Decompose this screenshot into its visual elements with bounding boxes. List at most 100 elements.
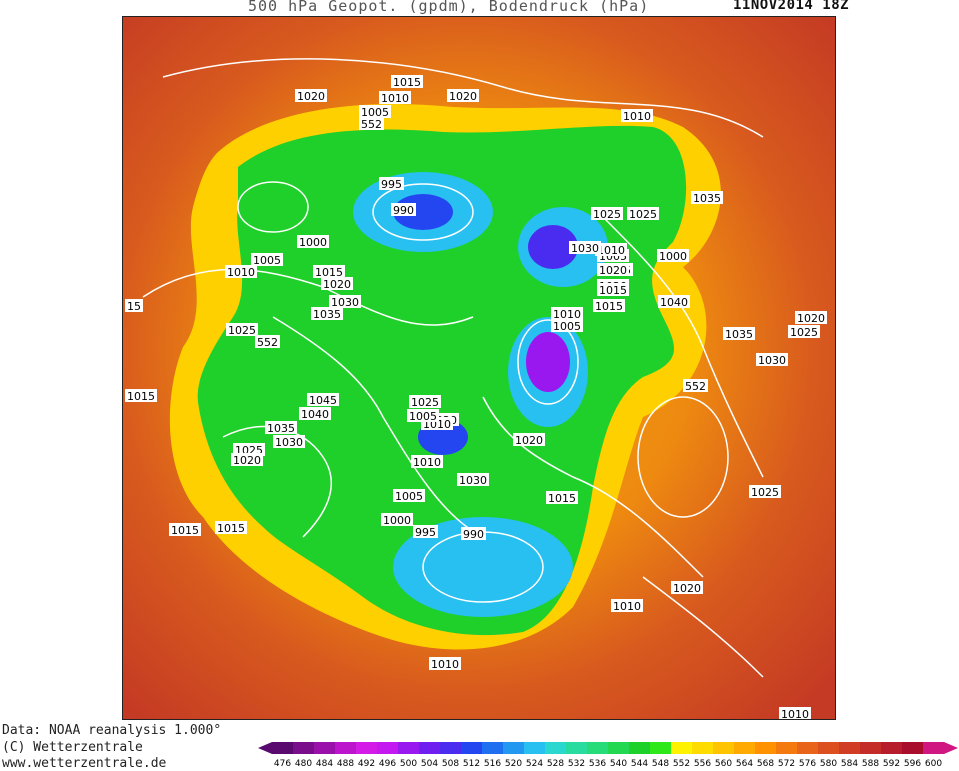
isobar-label-bg	[569, 241, 601, 254]
isobar-label: 1030	[571, 242, 599, 255]
isobar-label: 1025	[228, 324, 256, 337]
isobar-label: 1020	[449, 90, 477, 103]
isobar-label-bg	[393, 489, 425, 502]
isobar-label: 1020	[297, 90, 325, 103]
isobar-label-bg	[597, 263, 629, 276]
isobar-label-bg	[591, 207, 623, 220]
isobar-label: 1035	[267, 422, 295, 435]
legend-swatch	[629, 742, 651, 754]
legend-swatch	[881, 742, 903, 754]
legend-level-label: 516	[484, 759, 501, 769]
isobar-label-bg	[225, 265, 257, 278]
legend-swatch	[377, 742, 399, 754]
isobar-label-bg	[621, 109, 653, 122]
isobar-label: 995	[415, 526, 436, 539]
legend-swatch	[734, 742, 756, 754]
legend-swatch	[902, 742, 924, 754]
isobar-label: 1045	[309, 394, 337, 407]
isobar-label: 1040	[660, 296, 688, 309]
legend-swatch	[335, 742, 357, 754]
legend-level-label: 588	[862, 759, 879, 769]
isobar-label-bg	[611, 599, 643, 612]
isobar-label: 1020	[599, 264, 627, 277]
isobar-label-bg	[788, 325, 820, 338]
isobar-label: 1030	[331, 296, 359, 309]
isobar-label: 1010	[613, 600, 641, 613]
legend-swatch	[398, 742, 420, 754]
isobar-label-bg	[273, 435, 305, 448]
isobar-label: 1010	[597, 244, 625, 257]
isobar-label-bg	[779, 707, 811, 719]
legend-level-label: 592	[883, 759, 900, 769]
isobar-label: 1010	[227, 266, 255, 279]
isobar-label: 1010	[623, 110, 651, 123]
isobar-label: 1020	[233, 454, 261, 467]
isobar-label: 552	[257, 336, 278, 349]
copyright: (C) Wetterzentrale	[2, 740, 143, 755]
legend-swatch	[587, 742, 609, 754]
isobar-label-bg	[457, 473, 489, 486]
legend-swatch	[692, 742, 714, 754]
legend-swatch	[524, 742, 546, 754]
isobar-label: 1005	[253, 254, 281, 267]
legend-level-label: 500	[400, 759, 417, 769]
isobar-label: 1015	[217, 522, 245, 535]
color-legend: 476 480 484 488 492 496 500 504 508 512 516 520 524 5…	[258, 742, 958, 769]
isobar-label: 1005	[361, 106, 389, 119]
isobar-label: 1025	[790, 326, 818, 339]
isobar-label-bg	[627, 207, 659, 220]
isobar-label-bg	[299, 407, 331, 420]
legend-level-label: 524	[526, 759, 543, 769]
legend-level-label: 480	[295, 759, 312, 769]
isobar-label: 1015	[599, 284, 627, 297]
isobar-label-bg	[749, 485, 781, 498]
isobar-label-bg	[381, 513, 413, 526]
legend-level-label: 496	[379, 759, 396, 769]
isobar-label: 1030	[275, 436, 303, 449]
isobar-label-bg	[313, 265, 345, 278]
isobar-label: 1000	[659, 250, 687, 263]
isobar-label-bg	[658, 295, 690, 308]
isobar-label-bg	[723, 327, 755, 340]
isobar-label-bg	[125, 389, 157, 402]
isobar-label-bg	[169, 523, 201, 536]
isobar-label-bg	[359, 117, 384, 130]
isobar-label-bg	[125, 299, 143, 312]
isobar-label-bg	[447, 89, 479, 102]
isobar-label: 1025	[411, 396, 439, 409]
isobar-label: 1010	[431, 658, 459, 671]
isobar-label-bg	[546, 491, 578, 504]
legend-swatch	[293, 742, 315, 754]
legend-swatch	[797, 742, 819, 754]
legend-level-label: 560	[715, 759, 732, 769]
legend-level-label: 536	[589, 759, 606, 769]
legend-level-label: 556	[694, 759, 711, 769]
legend-level-label: 572	[778, 759, 795, 769]
legend-swatch	[860, 742, 882, 754]
isobar-label-bg	[657, 249, 689, 262]
isobar-label: 1015	[393, 76, 421, 89]
isobar-label: 990	[393, 204, 414, 217]
isobar-label-bg	[513, 433, 545, 446]
isobar-label-bg	[329, 295, 361, 308]
isobar-label-bg	[756, 353, 788, 366]
isobar-label-bg	[413, 525, 438, 538]
isobar-label-bg	[359, 105, 391, 118]
isobar-label-bg	[255, 335, 280, 348]
isobar-label: 1025	[751, 486, 779, 499]
isobar-label: 1010	[553, 308, 581, 321]
isobar-label-bg	[379, 91, 411, 104]
isobar-label: 1015	[315, 266, 343, 279]
legend-swatch	[566, 742, 588, 754]
isobar-label-bg	[691, 191, 723, 204]
isobar-label: 1015	[171, 524, 199, 537]
isobar-label: 1020	[515, 434, 543, 447]
isobar-label: 1015	[548, 492, 576, 505]
isobar-label-bg	[409, 395, 441, 408]
isobar-label-bg	[231, 453, 263, 466]
data-source: Data: NOAA reanalysis 1.000°	[2, 723, 222, 738]
legend-swatch	[272, 742, 294, 754]
map-title: 500 hPa Geopot. (gpdm), Bodendruck (hPa)	[248, 0, 650, 15]
legend-swatch	[608, 742, 630, 754]
